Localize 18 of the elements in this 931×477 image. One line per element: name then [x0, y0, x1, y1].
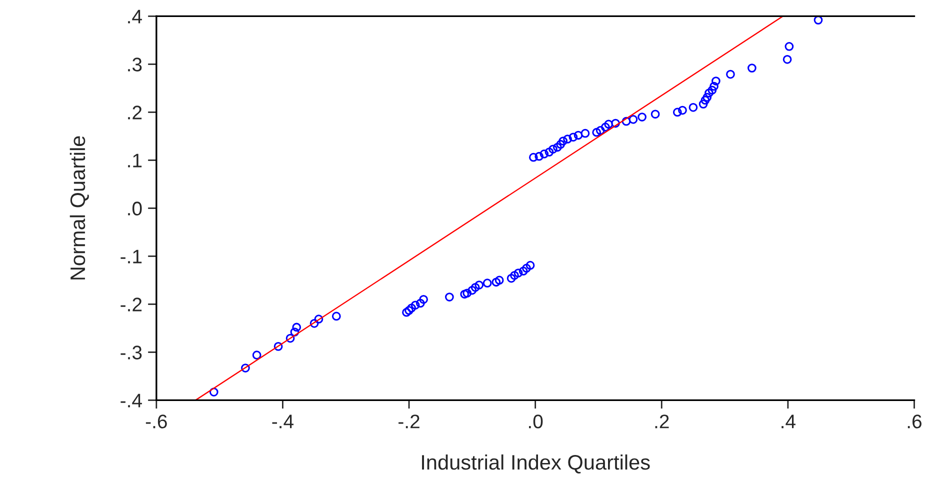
y-tick-label: -.2	[120, 298, 142, 312]
y-axis-title: Normal Quartile	[70, 136, 89, 280]
x-tick-label: .0	[528, 414, 543, 428]
y-tick-label: .0	[128, 202, 142, 216]
y-tick-label: .3	[128, 58, 142, 72]
x-tick-label: -.6	[146, 414, 167, 428]
y-tick-label: .2	[128, 106, 142, 120]
x-tick-label: .6	[908, 414, 922, 428]
y-tick-label: -.4	[120, 394, 142, 408]
x-tick-label: .2	[655, 414, 669, 428]
y-tick-label: .1	[128, 154, 142, 168]
y-tick-label: .4	[128, 10, 142, 24]
x-tick-label: .4	[782, 414, 796, 428]
y-tick-label: -.3	[120, 346, 142, 360]
x-axis-title: Industrial Index Quartiles	[422, 454, 650, 474]
x-tick-label: -.2	[398, 414, 420, 428]
y-tick-label: -.1	[120, 250, 142, 264]
x-tick-label: -.4	[272, 414, 294, 428]
